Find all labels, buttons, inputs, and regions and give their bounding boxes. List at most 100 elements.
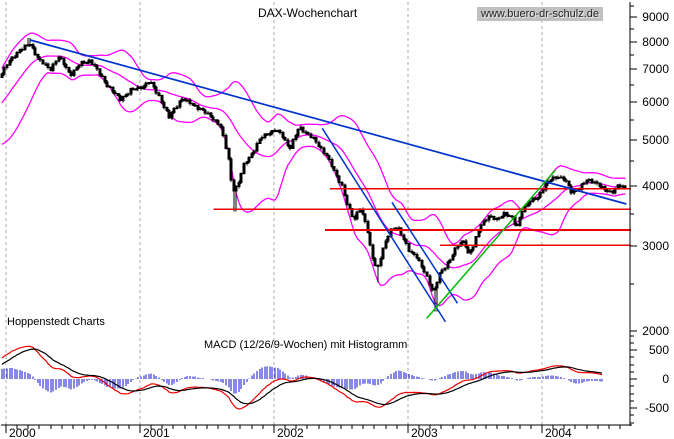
candle-body [335,170,339,177]
price-axis-label: 9000 [642,10,669,24]
candle-body [428,275,432,286]
macd-axis-label: 500 [648,343,669,357]
candle-body [116,93,120,97]
candle-body [330,159,334,168]
candle-body [167,110,171,119]
candle-body [283,137,287,141]
candle-body [471,246,475,251]
candle-body [178,100,182,108]
candle-body [59,56,63,60]
trendlines [29,39,627,323]
candle-body [500,216,504,219]
candle-body [221,126,225,137]
candle-body [461,240,465,244]
candle-body [371,244,375,260]
candle-body [551,176,555,181]
candle-body [268,132,272,136]
candle-body [224,135,228,149]
candle-body [301,126,305,133]
bollinger-bands [1,32,626,307]
price-axis-label: 3000 [642,239,669,253]
candle-body [306,131,310,135]
candle-body [237,181,241,187]
candle-body [265,133,269,136]
candle-body [435,282,439,289]
candle-body [562,176,566,181]
candle-body [520,211,524,219]
candle-body [600,186,604,188]
candle-body [502,211,506,218]
candle-body [126,93,130,96]
candle-body [296,128,300,136]
website-link[interactable]: www.buero-dr-schulz.de [477,7,603,21]
candle-body [142,85,146,90]
candle-body [325,153,329,157]
candle-body [348,203,352,210]
candle-body [100,74,104,78]
candle-body [98,68,102,76]
x-axis-year-label: 2001 [143,426,170,439]
candle-body [567,180,571,187]
candle-body [340,182,344,186]
candle-body [343,184,347,196]
candle-body [216,120,220,126]
candle-body [162,102,166,108]
candle-body [286,139,290,147]
candle-body [294,135,298,141]
candle-body [51,63,55,71]
candle-body [332,166,336,171]
steep-downtrend-2 [391,201,459,304]
candle-body [124,94,128,98]
candle-body [464,240,468,248]
candle-body [23,44,27,50]
candle-body [291,139,295,149]
candle-body [402,234,406,241]
candle-body [430,284,434,291]
candle-body [20,48,24,51]
candle-body [281,132,285,139]
macd-histogram [1,366,603,394]
support-resistance-lines [213,187,631,247]
price-axis-label: 5000 [642,133,669,147]
candle-body [69,71,73,76]
candle-body [582,182,586,185]
candle-body [505,211,509,217]
candle-body [319,145,323,149]
candle-body [322,147,326,155]
candle-body [440,269,444,274]
candle-body [422,266,426,273]
candle-body [407,243,411,253]
candle-body [209,112,213,118]
candle-body [587,178,591,181]
candle-body [288,145,292,149]
price-axis-label: 6000 [642,95,669,109]
macd-axis-label: 0 [662,372,669,386]
candle-body [75,67,79,71]
candle-body [327,155,331,160]
candle-body [605,189,609,193]
candle-body [229,158,233,181]
candle-body [165,106,169,112]
candle-body [482,220,486,226]
candle-body [533,197,537,200]
candle-body [144,82,148,87]
candle-body [598,182,602,188]
candle-body [111,86,115,93]
candle-body [41,59,45,65]
page-title: DAX-Wochenchart [258,6,358,20]
price-axis-label: 4000 [642,179,669,193]
candle-body [443,267,447,271]
recovery-uptrend [426,169,556,319]
candle-body [381,247,385,259]
candle-body [479,224,483,232]
candle-body [157,92,161,97]
candle-body [245,161,249,165]
candle-body [399,227,403,236]
candle-body [384,240,388,249]
candle-body [345,194,349,205]
candle-body [232,179,236,192]
candle-body [487,215,491,221]
bollinger-middle [1,55,626,269]
candle-body [118,95,122,101]
